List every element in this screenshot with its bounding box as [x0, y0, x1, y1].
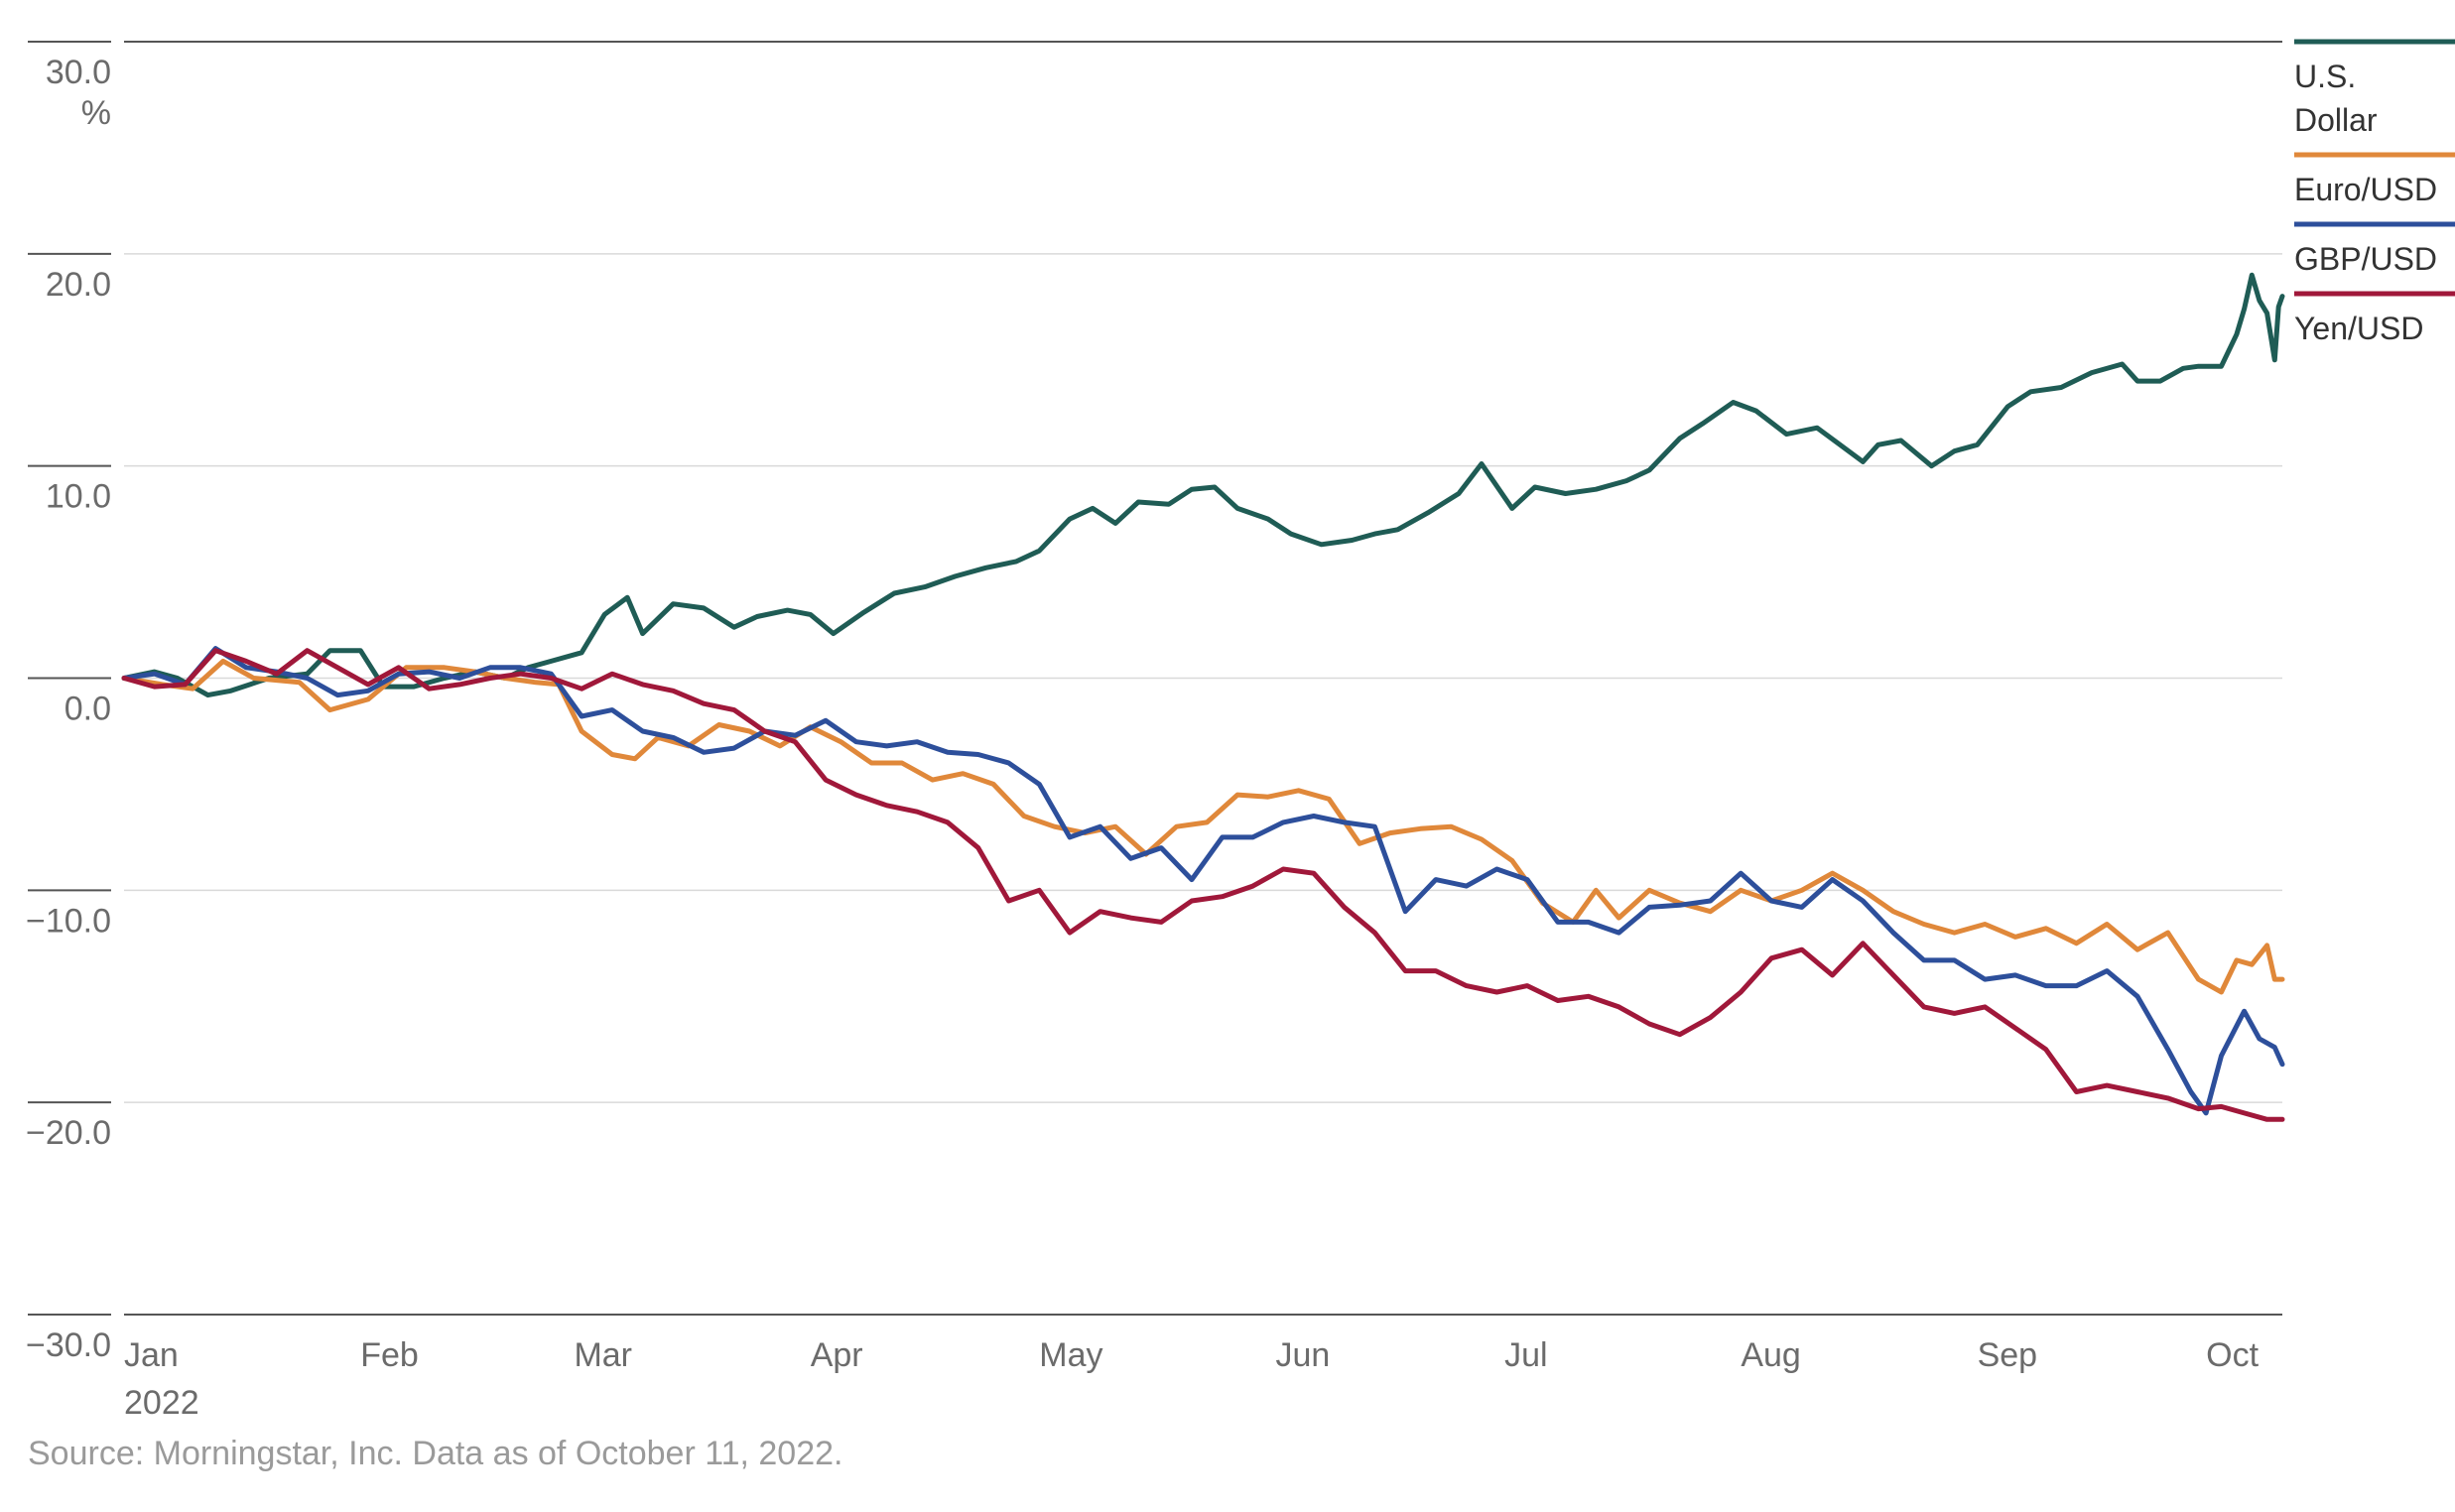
legend: U.S. Dollar Euro/USD GBP/USD Yen/USD [2294, 39, 2455, 346]
y-axis: 30.0% 20.0 10.0 0.0 −10.0 −20.0 −30.0 [26, 41, 111, 1364]
x-tick-label: Feb [360, 1336, 419, 1374]
y-tick-label: 0.0 [65, 691, 111, 728]
y-tick-label: −20.0 [26, 1114, 111, 1152]
x-axis: Jan 2022 Feb Mar Apr May Jun Jul Aug Sep Oct [124, 1336, 2260, 1422]
source-note: Source: Morningstar, Inc. Data as of Oct… [28, 1435, 843, 1472]
series-line-gbp-usd [121, 646, 2285, 1116]
legend-label: GBP/USD [2294, 241, 2437, 277]
series-line-euro-usd [121, 658, 2285, 995]
x-tick-label: Aug [1741, 1336, 1801, 1374]
series-line-yen-usd [121, 648, 2285, 1122]
legend-label: Yen/USD [2294, 311, 2423, 346]
x-tick-label: Jun [1276, 1336, 1331, 1374]
y-tick-label: 10.0 [46, 478, 111, 516]
legend-label: Dollar [2294, 102, 2378, 138]
y-tick-label: 20.0 [46, 266, 111, 304]
x-tick-label: Mar [574, 1336, 632, 1374]
x-tick-label: Jan [124, 1336, 179, 1374]
y-tick-label: −30.0 [26, 1326, 111, 1364]
x-tick-label: Sep [1978, 1336, 2038, 1374]
y-tick-label: −10.0 [26, 902, 111, 940]
legend-label: U.S. [2294, 59, 2356, 94]
y-tick-label: 30.0 [46, 54, 111, 91]
series-line-u-s-dollar [121, 272, 2285, 698]
x-tick-label: Apr [811, 1336, 863, 1374]
x-tick-sublabel: 2022 [124, 1384, 199, 1422]
y-unit-label: % [81, 94, 111, 132]
x-tick-label: Oct [2206, 1336, 2259, 1374]
x-tick-label: Jul [1504, 1336, 1547, 1374]
series-lines [121, 272, 2285, 1122]
x-tick-label: May [1039, 1336, 1102, 1374]
legend-label: Euro/USD [2294, 172, 2437, 207]
